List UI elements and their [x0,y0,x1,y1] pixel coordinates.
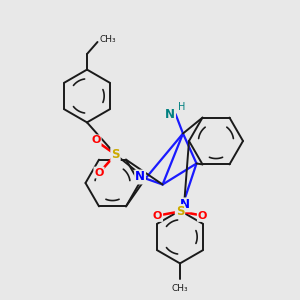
Text: O: O [198,211,207,221]
Text: O: O [94,167,104,178]
Text: O: O [153,211,162,221]
Text: S: S [111,148,120,161]
Text: CH₃: CH₃ [172,284,188,293]
Text: CH₃: CH₃ [100,35,116,44]
Text: N: N [180,198,190,212]
Text: N: N [135,170,145,184]
Text: S: S [176,205,184,218]
Text: H: H [178,102,186,112]
Text: N: N [165,107,175,121]
Text: O: O [91,135,101,146]
